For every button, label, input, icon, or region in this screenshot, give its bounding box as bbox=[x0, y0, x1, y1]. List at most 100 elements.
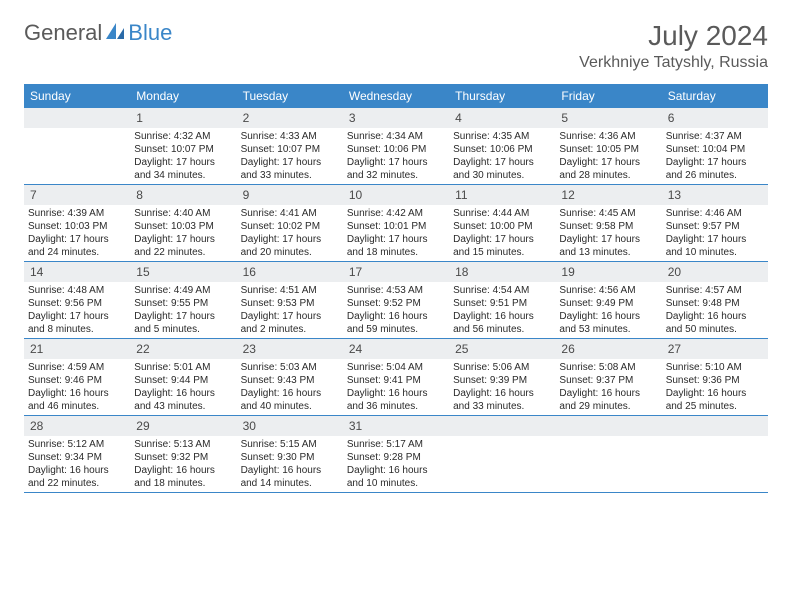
week-row: 28Sunrise: 5:12 AMSunset: 9:34 PMDayligh… bbox=[24, 416, 768, 493]
day-number: 23 bbox=[237, 339, 343, 359]
day-number: 31 bbox=[343, 416, 449, 436]
sunset-text: Sunset: 9:57 PM bbox=[666, 220, 764, 233]
sunrise-text: Sunrise: 4:57 AM bbox=[666, 284, 764, 297]
logo-text-blue: Blue bbox=[128, 20, 172, 46]
daylight-text: Daylight: 17 hours and 34 minutes. bbox=[134, 156, 232, 182]
daylight-text: Daylight: 16 hours and 18 minutes. bbox=[134, 464, 232, 490]
sunrise-text: Sunrise: 4:41 AM bbox=[241, 207, 339, 220]
sunset-text: Sunset: 9:46 PM bbox=[28, 374, 126, 387]
weeks-container: 1Sunrise: 4:32 AMSunset: 10:07 PMDayligh… bbox=[24, 108, 768, 493]
sunset-text: Sunset: 9:49 PM bbox=[559, 297, 657, 310]
day-header-saturday: Saturday bbox=[662, 84, 768, 108]
sunset-text: Sunset: 10:02 PM bbox=[241, 220, 339, 233]
sunrise-text: Sunrise: 4:33 AM bbox=[241, 130, 339, 143]
cell-body: Sunrise: 4:49 AMSunset: 9:55 PMDaylight:… bbox=[130, 282, 236, 338]
cell-body: Sunrise: 4:46 AMSunset: 9:57 PMDaylight:… bbox=[662, 205, 768, 261]
day-number: 1 bbox=[130, 108, 236, 128]
calendar-cell: 4Sunrise: 4:35 AMSunset: 10:06 PMDayligh… bbox=[449, 108, 555, 184]
calendar-cell: 10Sunrise: 4:42 AMSunset: 10:01 PMDaylig… bbox=[343, 185, 449, 261]
day-number: 2 bbox=[237, 108, 343, 128]
sunrise-text: Sunrise: 4:36 AM bbox=[559, 130, 657, 143]
sunset-text: Sunset: 9:44 PM bbox=[134, 374, 232, 387]
sunset-text: Sunset: 9:32 PM bbox=[134, 451, 232, 464]
calendar-cell: 25Sunrise: 5:06 AMSunset: 9:39 PMDayligh… bbox=[449, 339, 555, 415]
sunset-text: Sunset: 10:01 PM bbox=[347, 220, 445, 233]
calendar-cell: 26Sunrise: 5:08 AMSunset: 9:37 PMDayligh… bbox=[555, 339, 661, 415]
day-number: 21 bbox=[24, 339, 130, 359]
daylight-text: Daylight: 16 hours and 40 minutes. bbox=[241, 387, 339, 413]
cell-body: Sunrise: 4:59 AMSunset: 9:46 PMDaylight:… bbox=[24, 359, 130, 415]
sunset-text: Sunset: 10:05 PM bbox=[559, 143, 657, 156]
sunset-text: Sunset: 9:52 PM bbox=[347, 297, 445, 310]
cell-body: Sunrise: 4:35 AMSunset: 10:06 PMDaylight… bbox=[449, 128, 555, 184]
sunrise-text: Sunrise: 5:12 AM bbox=[28, 438, 126, 451]
day-number: 19 bbox=[555, 262, 661, 282]
sunrise-text: Sunrise: 5:08 AM bbox=[559, 361, 657, 374]
daylight-text: Daylight: 16 hours and 59 minutes. bbox=[347, 310, 445, 336]
calendar-cell: 1Sunrise: 4:32 AMSunset: 10:07 PMDayligh… bbox=[130, 108, 236, 184]
day-number: 13 bbox=[662, 185, 768, 205]
header: General Blue July 2024 Verkhniye Tatyshl… bbox=[24, 20, 768, 72]
logo: General Blue bbox=[24, 20, 172, 46]
cell-body: Sunrise: 5:12 AMSunset: 9:34 PMDaylight:… bbox=[24, 436, 130, 492]
sunset-text: Sunset: 9:30 PM bbox=[241, 451, 339, 464]
title-block: July 2024 Verkhniye Tatyshly, Russia bbox=[579, 20, 768, 72]
calendar-cell: 20Sunrise: 4:57 AMSunset: 9:48 PMDayligh… bbox=[662, 262, 768, 338]
sunrise-text: Sunrise: 4:51 AM bbox=[241, 284, 339, 297]
cell-body: Sunrise: 4:53 AMSunset: 9:52 PMDaylight:… bbox=[343, 282, 449, 338]
sunrise-text: Sunrise: 4:46 AM bbox=[666, 207, 764, 220]
calendar-cell: 14Sunrise: 4:48 AMSunset: 9:56 PMDayligh… bbox=[24, 262, 130, 338]
sunrise-text: Sunrise: 4:32 AM bbox=[134, 130, 232, 143]
day-number: 22 bbox=[130, 339, 236, 359]
cell-body: Sunrise: 4:42 AMSunset: 10:01 PMDaylight… bbox=[343, 205, 449, 261]
day-number: 28 bbox=[24, 416, 130, 436]
calendar-cell: 15Sunrise: 4:49 AMSunset: 9:55 PMDayligh… bbox=[130, 262, 236, 338]
sunrise-text: Sunrise: 4:59 AM bbox=[28, 361, 126, 374]
sunset-text: Sunset: 9:41 PM bbox=[347, 374, 445, 387]
day-number: 14 bbox=[24, 262, 130, 282]
daylight-text: Daylight: 17 hours and 22 minutes. bbox=[134, 233, 232, 259]
day-header-wednesday: Wednesday bbox=[343, 84, 449, 108]
cell-body: Sunrise: 5:17 AMSunset: 9:28 PMDaylight:… bbox=[343, 436, 449, 492]
calendar-cell: 21Sunrise: 4:59 AMSunset: 9:46 PMDayligh… bbox=[24, 339, 130, 415]
sunrise-text: Sunrise: 4:37 AM bbox=[666, 130, 764, 143]
sunset-text: Sunset: 9:56 PM bbox=[28, 297, 126, 310]
sunset-text: Sunset: 10:06 PM bbox=[453, 143, 551, 156]
cell-body: Sunrise: 4:39 AMSunset: 10:03 PMDaylight… bbox=[24, 205, 130, 261]
calendar-cell: 16Sunrise: 4:51 AMSunset: 9:53 PMDayligh… bbox=[237, 262, 343, 338]
logo-text-general: General bbox=[24, 20, 102, 46]
sunrise-text: Sunrise: 4:54 AM bbox=[453, 284, 551, 297]
daylight-text: Daylight: 16 hours and 10 minutes. bbox=[347, 464, 445, 490]
sunrise-text: Sunrise: 4:39 AM bbox=[28, 207, 126, 220]
calendar-cell: 11Sunrise: 4:44 AMSunset: 10:00 PMDaylig… bbox=[449, 185, 555, 261]
sunset-text: Sunset: 9:43 PM bbox=[241, 374, 339, 387]
cell-body: Sunrise: 4:54 AMSunset: 9:51 PMDaylight:… bbox=[449, 282, 555, 338]
cell-body: Sunrise: 4:33 AMSunset: 10:07 PMDaylight… bbox=[237, 128, 343, 184]
day-number: 24 bbox=[343, 339, 449, 359]
day-number: 3 bbox=[343, 108, 449, 128]
sunset-text: Sunset: 10:06 PM bbox=[347, 143, 445, 156]
calendar-cell: 3Sunrise: 4:34 AMSunset: 10:06 PMDayligh… bbox=[343, 108, 449, 184]
sunset-text: Sunset: 10:00 PM bbox=[453, 220, 551, 233]
sunrise-text: Sunrise: 5:06 AM bbox=[453, 361, 551, 374]
sunset-text: Sunset: 9:53 PM bbox=[241, 297, 339, 310]
daylight-text: Daylight: 17 hours and 15 minutes. bbox=[453, 233, 551, 259]
daylight-text: Daylight: 17 hours and 33 minutes. bbox=[241, 156, 339, 182]
cell-body: Sunrise: 5:01 AMSunset: 9:44 PMDaylight:… bbox=[130, 359, 236, 415]
cell-body: Sunrise: 4:51 AMSunset: 9:53 PMDaylight:… bbox=[237, 282, 343, 338]
day-number: 17 bbox=[343, 262, 449, 282]
cell-body: Sunrise: 4:36 AMSunset: 10:05 PMDaylight… bbox=[555, 128, 661, 184]
sunrise-text: Sunrise: 4:42 AM bbox=[347, 207, 445, 220]
daylight-text: Daylight: 17 hours and 28 minutes. bbox=[559, 156, 657, 182]
calendar-cell bbox=[24, 108, 130, 184]
sunrise-text: Sunrise: 4:40 AM bbox=[134, 207, 232, 220]
day-header-row: Sunday Monday Tuesday Wednesday Thursday… bbox=[24, 84, 768, 108]
cell-body: Sunrise: 4:34 AMSunset: 10:06 PMDaylight… bbox=[343, 128, 449, 184]
sunset-text: Sunset: 9:39 PM bbox=[453, 374, 551, 387]
calendar-cell: 17Sunrise: 4:53 AMSunset: 9:52 PMDayligh… bbox=[343, 262, 449, 338]
cell-body: Sunrise: 4:44 AMSunset: 10:00 PMDaylight… bbox=[449, 205, 555, 261]
day-number: 4 bbox=[449, 108, 555, 128]
week-row: 7Sunrise: 4:39 AMSunset: 10:03 PMDayligh… bbox=[24, 185, 768, 262]
day-number: 9 bbox=[237, 185, 343, 205]
sunset-text: Sunset: 9:28 PM bbox=[347, 451, 445, 464]
